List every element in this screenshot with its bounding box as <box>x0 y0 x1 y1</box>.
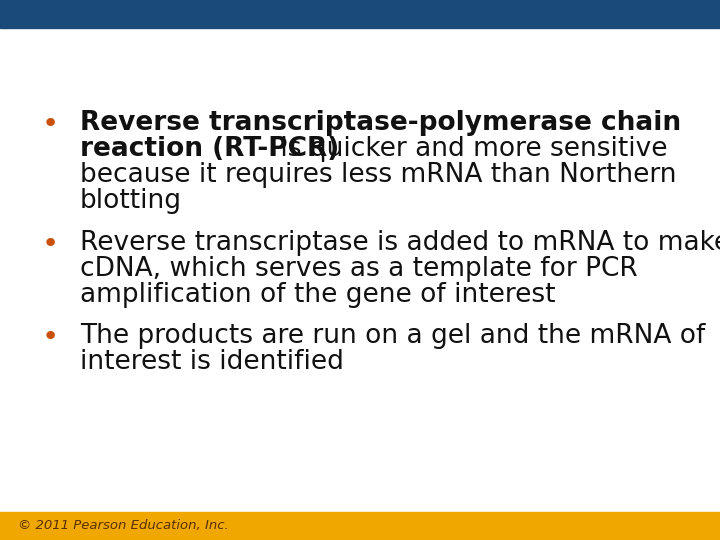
Bar <box>0 512 720 540</box>
Text: •: • <box>42 230 59 258</box>
Text: amplification of the gene of interest: amplification of the gene of interest <box>80 281 556 308</box>
Text: reaction (RT-PCR): reaction (RT-PCR) <box>80 136 339 162</box>
Text: •: • <box>42 110 59 138</box>
Text: blotting: blotting <box>80 188 182 214</box>
Text: cDNA, which serves as a template for PCR: cDNA, which serves as a template for PCR <box>80 255 638 281</box>
Text: is quicker and more sensitive: is quicker and more sensitive <box>272 136 667 162</box>
Bar <box>0 0 720 28</box>
Text: •: • <box>42 323 59 351</box>
Text: Reverse transcriptase is added to mRNA to make: Reverse transcriptase is added to mRNA t… <box>80 230 720 255</box>
Text: interest is identified: interest is identified <box>80 349 344 375</box>
Text: © 2011 Pearson Education, Inc.: © 2011 Pearson Education, Inc. <box>18 519 229 532</box>
Text: The products are run on a gel and the mRNA of: The products are run on a gel and the mR… <box>80 323 706 349</box>
Text: Reverse transcriptase-polymerase chain: Reverse transcriptase-polymerase chain <box>80 110 681 136</box>
Text: because it requires less mRNA than Northern: because it requires less mRNA than North… <box>80 162 677 188</box>
